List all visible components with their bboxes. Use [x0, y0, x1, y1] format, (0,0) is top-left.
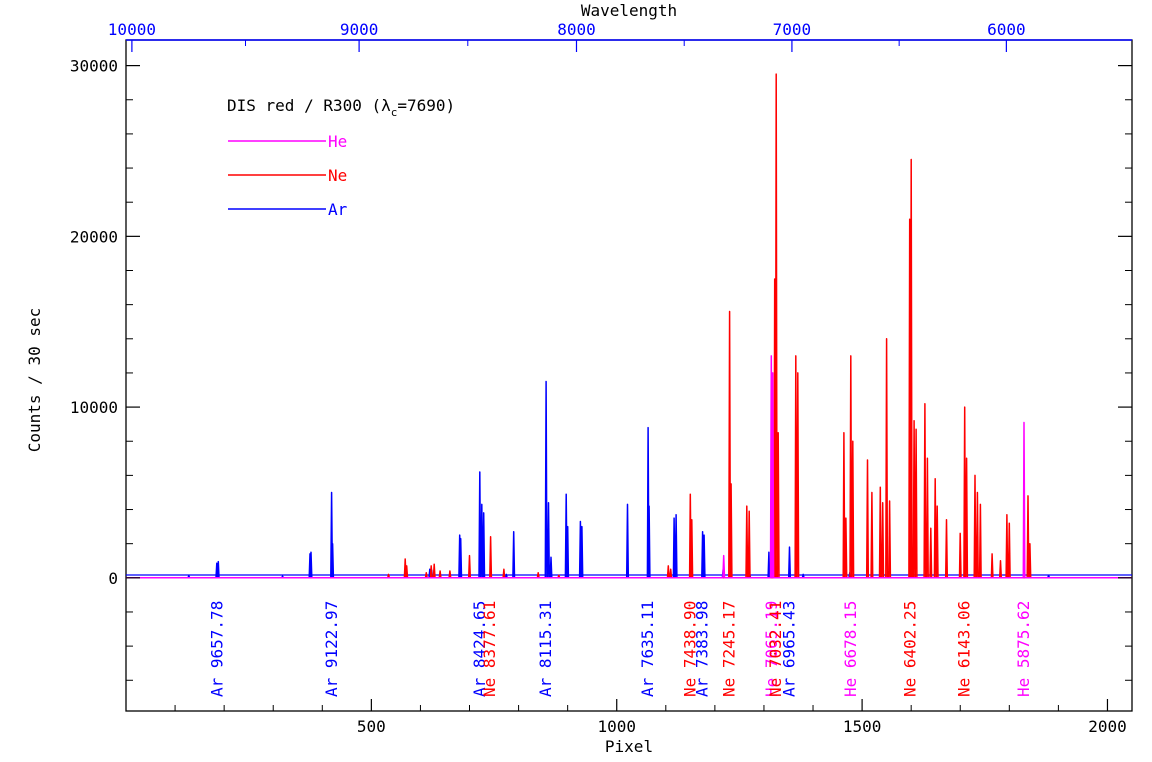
line-label: Ar 8115.31 [536, 601, 555, 697]
x-axis-label: Pixel [605, 737, 653, 756]
y-tick-label: 20000 [70, 227, 118, 246]
x2-tick-label: 6000 [987, 20, 1026, 39]
legend-label-ar: Ar [328, 200, 348, 219]
series-line-ne [126, 74, 1132, 578]
x2-tick-label: 9000 [340, 20, 379, 39]
line-label: Ar 7383.98 [693, 601, 712, 697]
line-label: Ne 6143.06 [955, 601, 974, 697]
y-axis-label: Counts / 30 sec [25, 308, 44, 453]
line-label: Ar 9657.78 [207, 601, 226, 697]
legend-label-ne: Ne [328, 166, 347, 185]
x2-axis-label: Wavelength [581, 1, 677, 20]
line-label: Ne 7245.17 [720, 601, 739, 697]
line-label: Ar 7635.11 [638, 601, 657, 697]
x-tick-label: 500 [357, 717, 386, 736]
y-tick-label: 10000 [70, 398, 118, 417]
line-label: He 6678.15 [841, 601, 860, 697]
chart-title-subscript: c [391, 106, 398, 119]
x-tick-label: 1500 [843, 717, 882, 736]
chart-title: DIS red / R300 (λc=7690) [227, 96, 455, 119]
chart-title-suffix: =7690) [397, 96, 455, 115]
line-label: Ar 9122.97 [322, 601, 341, 697]
x-tick-label: 2000 [1088, 717, 1127, 736]
series-layer [126, 74, 1132, 578]
x2-tick-label: 7000 [773, 20, 812, 39]
line-label: Ar 6965.43 [780, 601, 799, 697]
legend: He Ne Ar [228, 132, 348, 219]
y-tick-label: 0 [108, 569, 118, 588]
chart-title-prefix: DIS red / R300 (λ [227, 96, 391, 115]
line-label: Ne 8377.61 [480, 601, 499, 697]
x-tick-label: 1000 [597, 717, 636, 736]
legend-label-he: He [328, 132, 347, 151]
line-label: He 5875.62 [1014, 601, 1033, 697]
y-tick-label: 30000 [70, 57, 118, 76]
line-label: Ne 6402.25 [901, 601, 920, 697]
x2-tick-label: 8000 [557, 20, 596, 39]
x2-tick-label: 10000 [108, 20, 156, 39]
